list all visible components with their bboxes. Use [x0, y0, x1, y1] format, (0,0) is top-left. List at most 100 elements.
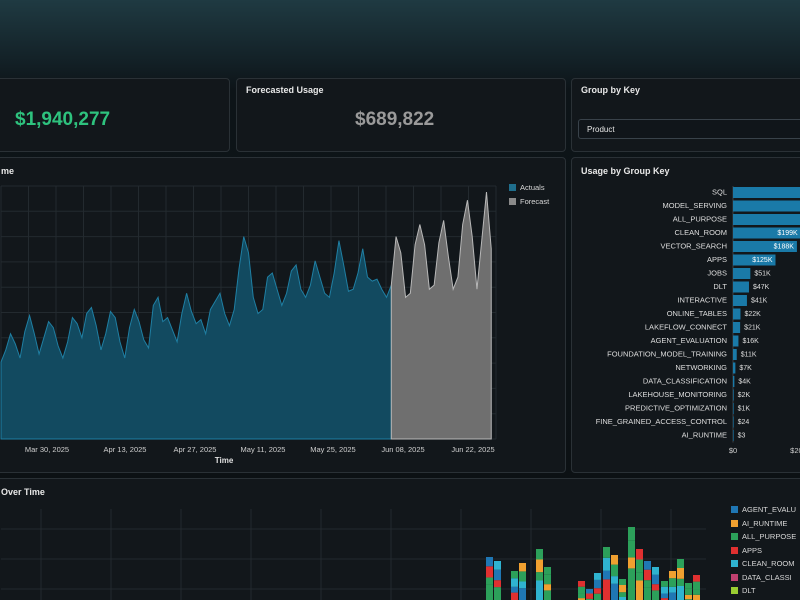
- stacked-bar-segment: [603, 570, 610, 580]
- stacked-bar-segment: [628, 557, 635, 569]
- stacked-bar-segment: [652, 590, 659, 600]
- stacked-bar-segment: [644, 587, 651, 600]
- legend-label: CLEAN_ROOM: [742, 559, 795, 568]
- stacked-bar-segment: [544, 590, 551, 600]
- legend-swatch: [731, 573, 738, 581]
- legend-forecast-label: Forecast: [520, 197, 550, 206]
- bar: [733, 308, 741, 320]
- stacked-bar-segment: [594, 579, 601, 589]
- stacked-bar-segment: [611, 583, 618, 600]
- x-tick-label: Jun 08, 2025: [381, 445, 424, 454]
- bar: [733, 268, 751, 279]
- stacked-legend-item[interactable]: AI_RUNTIME: [731, 519, 787, 528]
- category-label: LAKEHOUSE_MONITORING: [628, 390, 727, 399]
- usage-by-key-chart: SQLMODEL_SERVINGALL_PURPOSE$280KCLEAN_RO…: [596, 186, 800, 455]
- forecasted-usage-card: Forecasted Usage $689,822: [236, 78, 566, 152]
- bar: [733, 281, 749, 293]
- stacked-bar-segment: [644, 561, 651, 570]
- stacked-bar-segment: [652, 584, 659, 591]
- stacked-bar-segment: [636, 559, 643, 573]
- legend-forecast[interactable]: Forecast: [509, 197, 549, 206]
- bar-value-label: $7K: [739, 365, 752, 372]
- legend-label: DLT: [742, 586, 756, 595]
- bar-value-label: $22K: [744, 311, 761, 318]
- legend-label: AGENT_EVALU: [742, 505, 797, 514]
- stacked-legend-item[interactable]: ALL_PURPOSE: [731, 532, 796, 541]
- actuals-swatch: [509, 184, 516, 191]
- stacked-bar-segment: [494, 561, 501, 570]
- legend-label: AI_RUNTIME: [742, 518, 788, 528]
- bar-value-label: $188K: [774, 244, 795, 251]
- stacked-bar-segment: [486, 566, 493, 578]
- bar-value-label: $125K: [752, 257, 773, 264]
- legend-label: DATA_CLASSI: [742, 572, 792, 582]
- stacked-bar-segment: [669, 592, 676, 600]
- stacked-bar-segment: [669, 586, 676, 593]
- stacked-bar-segment: [586, 593, 593, 599]
- x-tick-label: May 25, 2025: [310, 445, 355, 454]
- bar: [733, 403, 734, 414]
- stacked-legend-item[interactable]: DLT: [731, 586, 756, 595]
- bar: [733, 295, 747, 306]
- stacked-legend-item[interactable]: DATA_CLASSI: [731, 573, 792, 582]
- stacked-bar-segment: [494, 587, 501, 600]
- x-tick-label: Apr 27, 2025: [174, 445, 217, 454]
- actual-usage-card: $1,940,277: [0, 78, 230, 152]
- stacked-bar-segment: [486, 557, 493, 567]
- usage-by-key-title: Usage by Group Key: [581, 166, 670, 176]
- stacked-usage-chart: [1, 509, 706, 600]
- bar: [733, 416, 734, 428]
- stacked-legend-item[interactable]: APPS: [731, 546, 762, 555]
- stacked-usage-card: Over Time AGENT_EVALU AI_RUNTIME ALL_PURPO…: [0, 478, 800, 600]
- legend-actuals-label: Actuals: [520, 183, 545, 192]
- group-by-select[interactable]: Product: [578, 119, 800, 139]
- stacked-bar-segment: [578, 586, 585, 594]
- stacked-bar-segment: [494, 580, 501, 588]
- bar: [733, 200, 800, 212]
- stacked-bar-segment: [661, 581, 668, 587]
- bar-value-label: $24: [738, 419, 750, 426]
- stacked-bar-segment: [511, 592, 518, 600]
- stacked-bar-segment: [636, 580, 643, 600]
- stacked-bar-segment: [669, 578, 676, 587]
- stacked-bar-segment: [677, 586, 684, 600]
- stacked-bar-segment: [693, 575, 700, 582]
- stacked-bar-segment: [652, 567, 659, 575]
- bar: [733, 430, 734, 441]
- stacked-bar-segment: [586, 598, 593, 600]
- group-by-card: Group by Key Product: [571, 78, 800, 152]
- stacked-bar-segment: [619, 597, 626, 600]
- stacked-bar-segment: [494, 569, 501, 581]
- stacked-bar-segment: [619, 585, 626, 593]
- bar-value-label: $41K: [751, 298, 768, 305]
- legend-actuals[interactable]: Actuals: [509, 183, 545, 192]
- stacked-bar-segment: [603, 547, 610, 558]
- bar-value-label: $1K: [738, 406, 751, 413]
- stacked-bar-segment: [486, 577, 493, 585]
- stacked-bar-segment: [519, 581, 526, 589]
- legend-label: ALL_PURPOSE: [742, 532, 797, 541]
- stacked-legend-item[interactable]: CLEAN_ROOM: [731, 559, 795, 568]
- forecasted-usage-title: Forecasted Usage: [246, 85, 324, 95]
- legend-swatch: [731, 519, 738, 527]
- stacked-bar-segment: [685, 588, 692, 595]
- category-label: JOBS: [707, 269, 727, 278]
- stacked-bar-segment: [628, 527, 635, 541]
- stacked-bar-segment: [536, 549, 543, 560]
- bar-value-label: $21K: [744, 325, 761, 332]
- stacked-bar-segment: [661, 598, 668, 600]
- bar-value-label: $2K: [738, 392, 751, 399]
- group-by-selected-value: Product: [587, 125, 615, 134]
- bar: [733, 322, 741, 333]
- stacked-bar-segment: [594, 573, 601, 580]
- x-axis-label: Time: [215, 456, 234, 465]
- stacked-bar-segment: [611, 555, 618, 565]
- bar: [733, 376, 735, 387]
- bar: [733, 254, 776, 266]
- actuals-area: [0, 236, 392, 440]
- stacked-bar-segment: [693, 581, 700, 590]
- stacked-legend-item[interactable]: AGENT_EVALU: [731, 505, 796, 514]
- bar-value-label: $199K: [777, 230, 798, 237]
- legend-swatch: [731, 533, 738, 540]
- stacked-bar-segment: [619, 592, 626, 597]
